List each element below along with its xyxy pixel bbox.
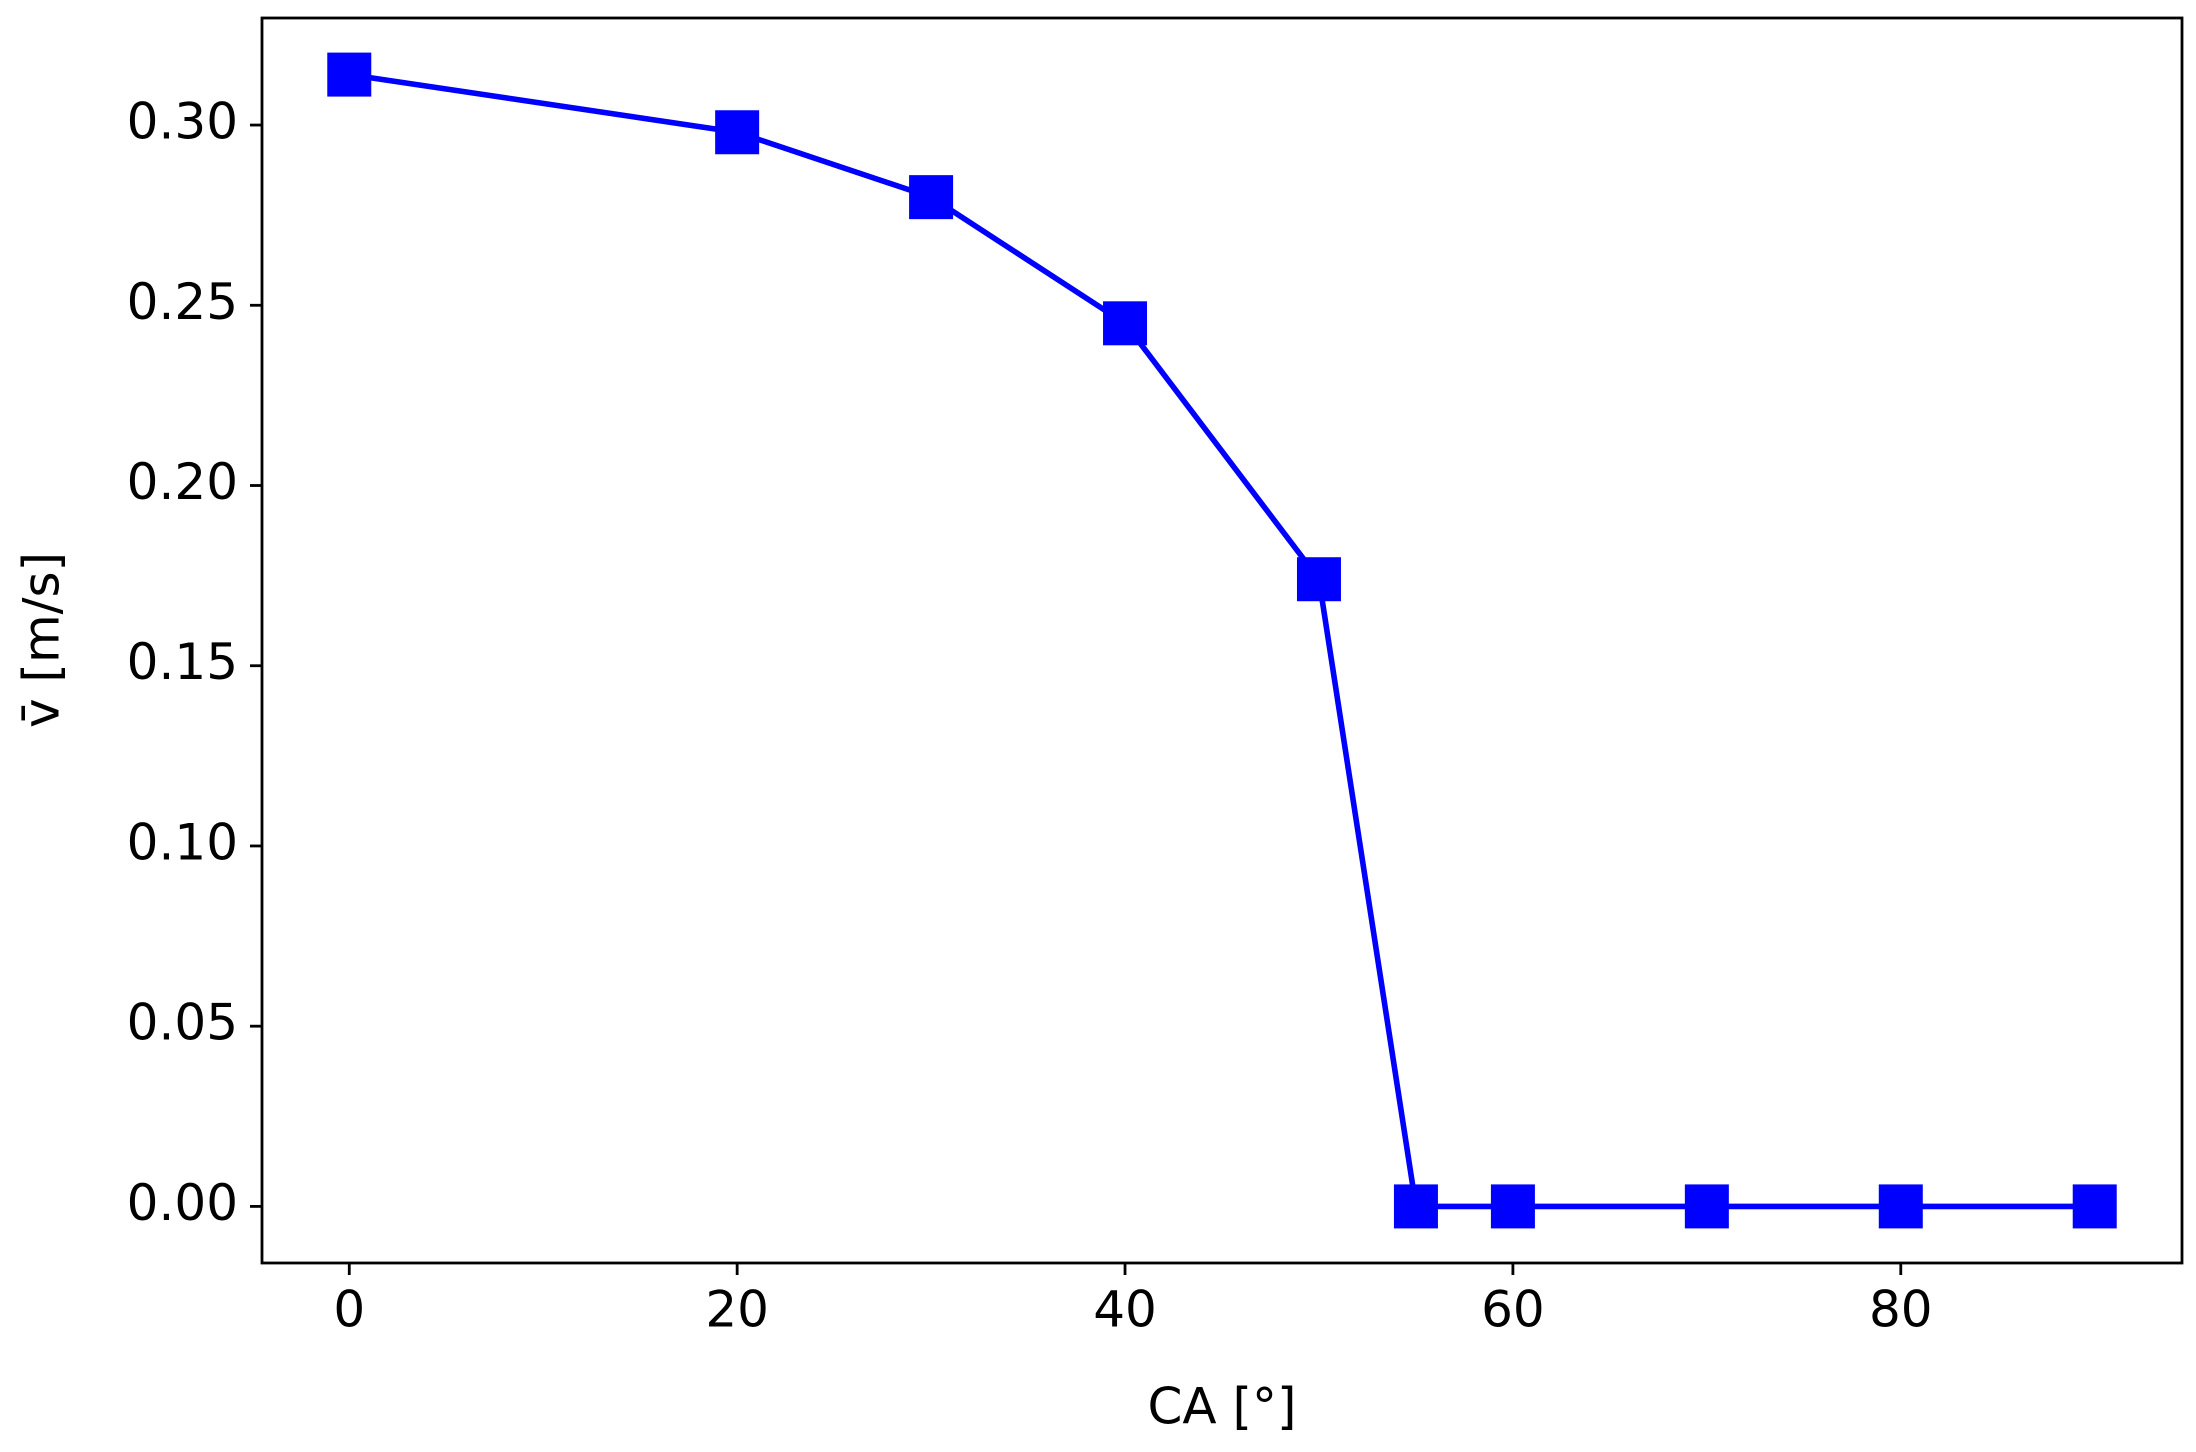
marker <box>327 52 372 97</box>
y-tick-label: 0.05 <box>127 994 238 1052</box>
y-tick-label: 0.00 <box>127 1174 238 1232</box>
y-tick-label: 0.20 <box>127 453 238 511</box>
marker <box>1490 1184 1535 1229</box>
marker <box>715 110 760 155</box>
x-tick-label: 80 <box>1869 1281 1933 1339</box>
marker <box>1393 1184 1438 1229</box>
x-tick-label: 60 <box>1481 1281 1545 1339</box>
marker <box>1103 301 1148 346</box>
y-tick-label: 0.10 <box>127 813 238 871</box>
x-tick-label: 40 <box>1093 1281 1157 1339</box>
y-tick-label: 0.30 <box>127 93 238 151</box>
y-tick-label: 0.25 <box>127 273 238 331</box>
y-axis-label: v̄ [m/s] <box>13 552 71 728</box>
marker <box>2072 1184 2117 1229</box>
x-tick-label: 20 <box>705 1281 769 1339</box>
data-line <box>348 71 2095 1210</box>
x-tick-label: 0 <box>333 1281 365 1339</box>
y-tick-label: 0.15 <box>127 633 238 691</box>
marker <box>909 175 954 220</box>
plot-frame <box>260 16 2184 1265</box>
marker <box>1878 1184 1923 1229</box>
marker <box>1296 557 1341 602</box>
x-axis-label: CA [°] <box>1147 1378 1296 1436</box>
marker <box>1684 1184 1729 1229</box>
